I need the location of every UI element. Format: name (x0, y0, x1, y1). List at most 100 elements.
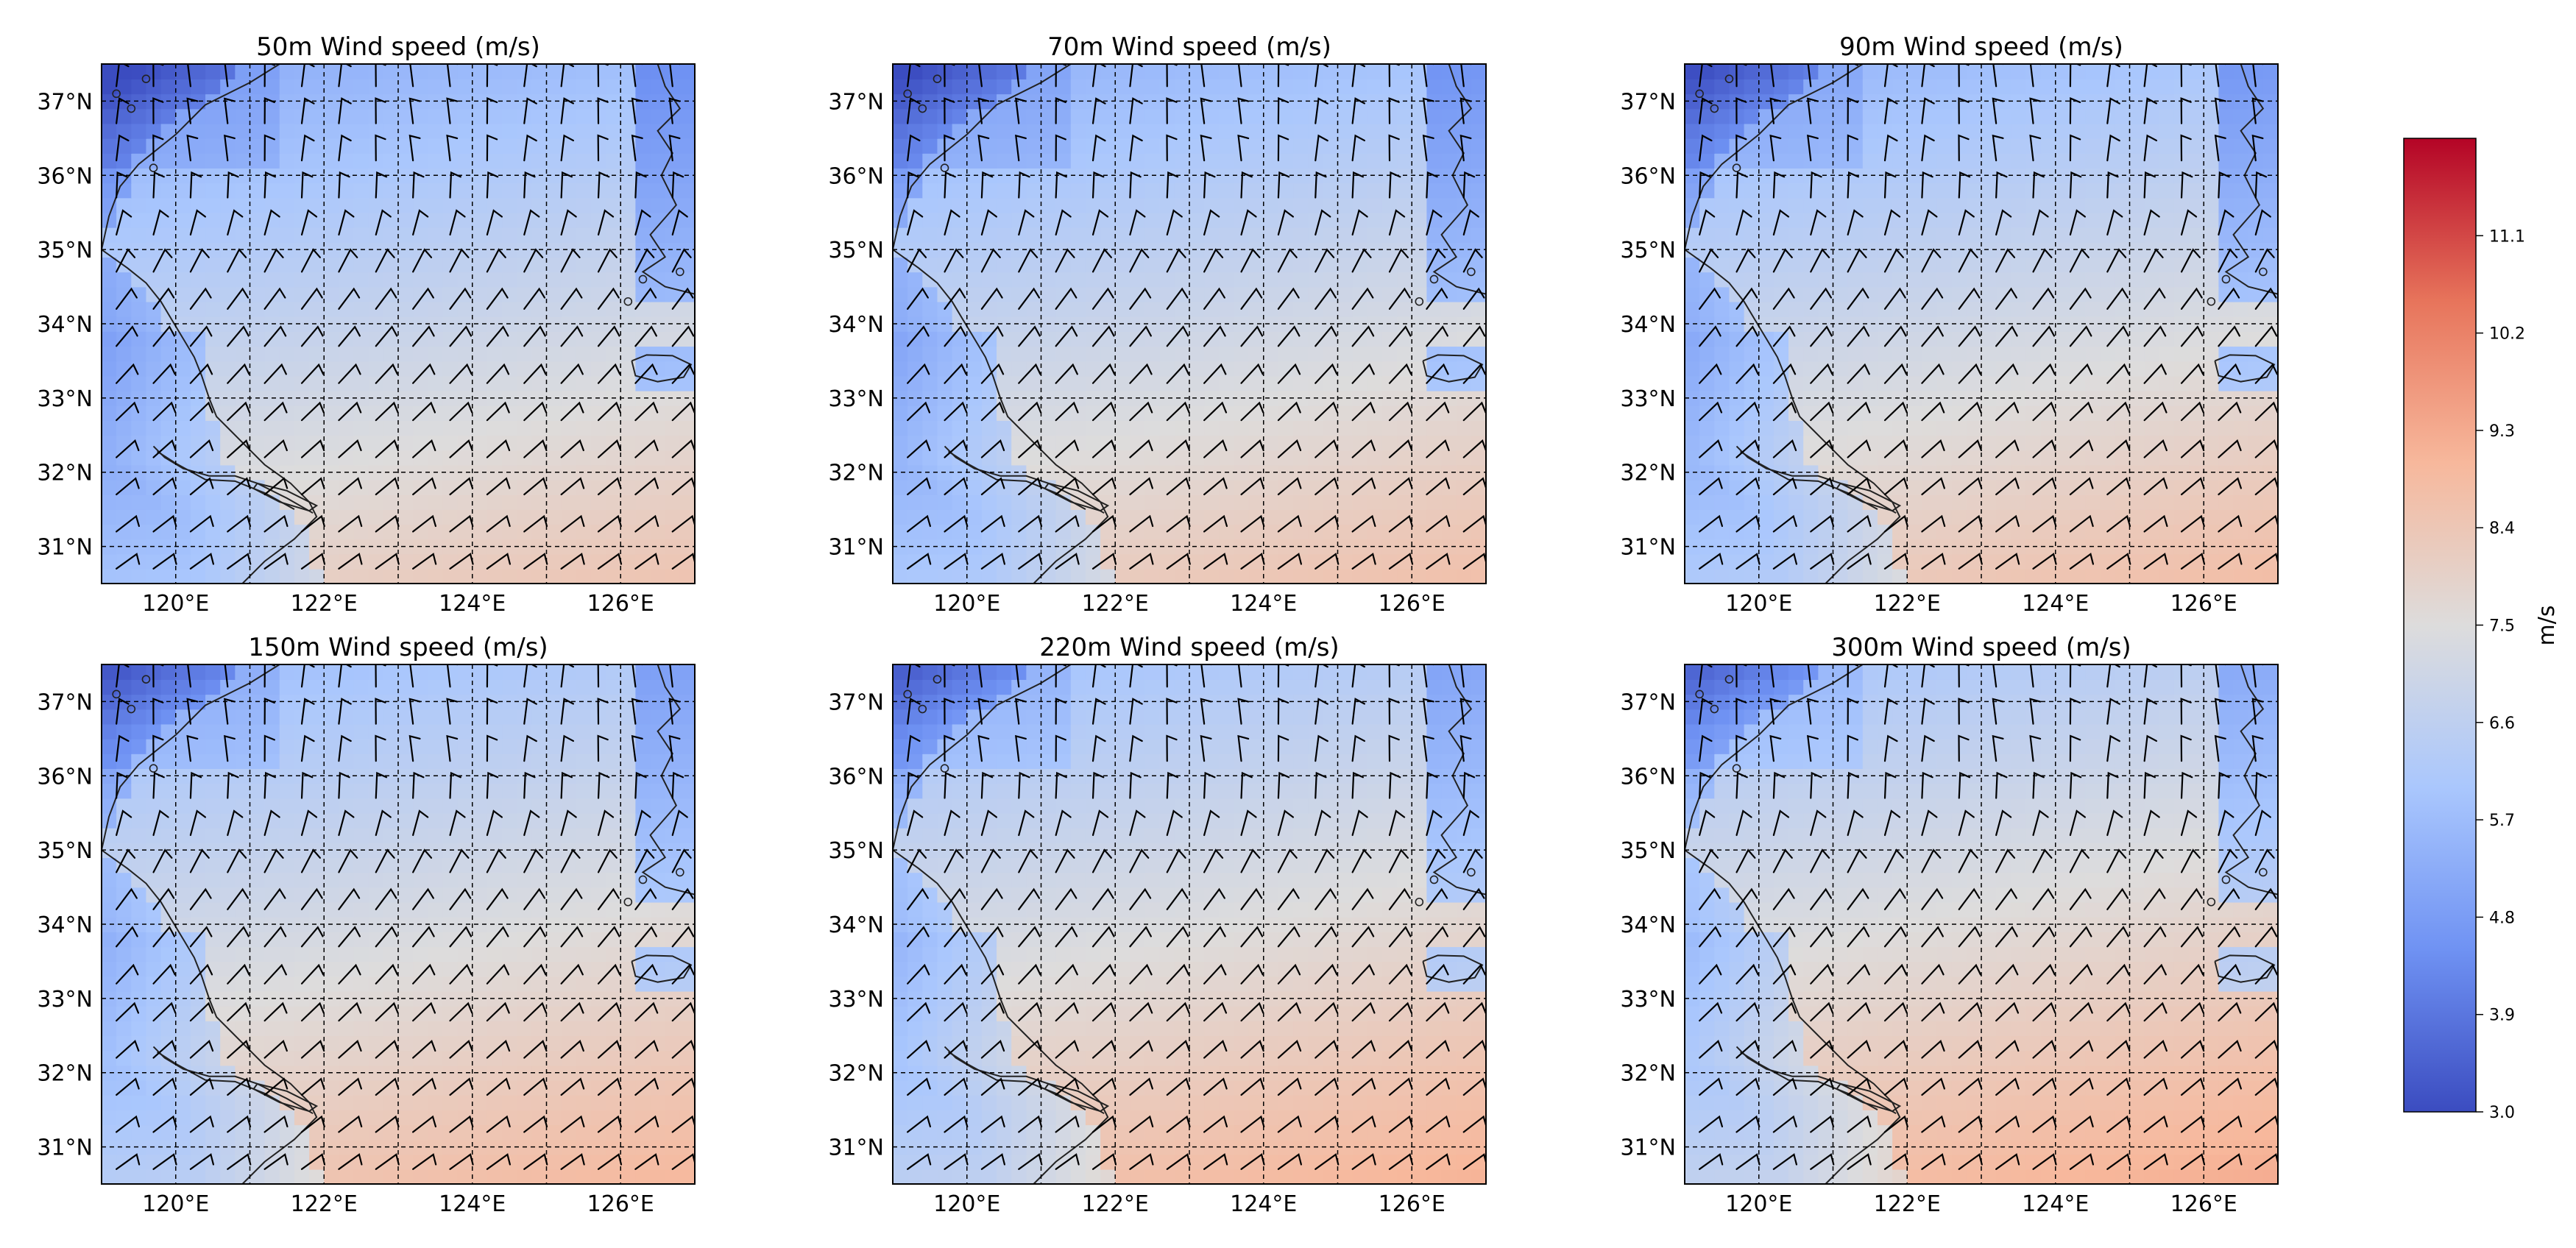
wind-speed-cell (1293, 450, 1309, 466)
wind-speed-cell (279, 375, 295, 391)
wind-speed-cell (952, 108, 968, 124)
wind-speed-cell (1159, 405, 1175, 421)
wind-speed-cell (1189, 553, 1205, 570)
wind-barb (1810, 325, 1833, 347)
wind-speed-cell (620, 375, 637, 391)
wind-speed-cell (1936, 420, 1953, 436)
wind-speed-cell (1426, 494, 1443, 510)
wind-speed-cell (131, 435, 147, 451)
wind-speed-cell (893, 375, 908, 391)
wind-speed-cell (1278, 272, 1294, 288)
wind-speed-cell (1041, 197, 1057, 213)
wind-speed-cell (635, 494, 651, 510)
wind-speed-cell (2159, 435, 2175, 451)
wind-speed-cell (1263, 153, 1279, 169)
wind-speed-cell (353, 568, 369, 584)
wind-speed-cell (2129, 153, 2145, 169)
wind-speed-cell (235, 272, 251, 288)
wind-speed-cell (1070, 286, 1086, 302)
wind-speed-cell (1070, 197, 1086, 213)
wind-speed-cell (1263, 272, 1279, 288)
wind-speed-cell (457, 153, 473, 169)
wind-barb (1847, 439, 1871, 458)
wind-speed-cell (309, 227, 325, 243)
wind-speed-cell (1397, 272, 1413, 288)
wind-speed-cell (1174, 108, 1190, 124)
wind-speed-cell (952, 64, 968, 79)
wind-speed-cell (383, 390, 399, 406)
wind-speed-cell (1055, 375, 1072, 391)
wind-speed-cell (1758, 272, 1774, 288)
wind-speed-cell (650, 464, 666, 481)
wind-speed-cell (2262, 138, 2278, 154)
wind-speed-cell (531, 553, 548, 570)
wind-speed-cell (205, 138, 221, 154)
wind-speed-cell (561, 435, 577, 451)
wind-speed-cell (635, 212, 651, 228)
wind-speed-cell (1714, 539, 1730, 555)
wind-speed-cell (2055, 227, 2071, 243)
wind-speed-cell (1070, 539, 1086, 555)
wind-speed-cell (1130, 568, 1146, 584)
wind-speed-cell (2262, 212, 2278, 228)
wind-speed-cell (531, 182, 548, 199)
wind-barb (1883, 363, 1908, 384)
wind-speed-cell (1219, 64, 1235, 79)
wind-speed-cell (1788, 524, 1804, 540)
wind-barb (1166, 134, 1178, 162)
wind-speed-cell (1352, 182, 1368, 199)
wind-speed-cell (1685, 182, 1700, 199)
wind-barb (1921, 325, 1944, 347)
wind-barb (1426, 287, 1448, 310)
wind-speed-cell (531, 257, 548, 273)
wind-speed-cell (1412, 346, 1428, 362)
wind-speed-cell (650, 168, 666, 184)
wind-speed-cell (1862, 390, 1878, 406)
wind-speed-cell (190, 123, 206, 139)
wind-speed-cell (606, 331, 622, 347)
wind-speed-cell (2218, 316, 2234, 332)
wind-speed-cell (1685, 153, 1700, 169)
wind-speed-cell (1907, 108, 1923, 124)
wind-speed-cell (398, 524, 414, 540)
wind-speed-cell (1263, 420, 1279, 436)
wind-speed-cell (1907, 420, 1923, 436)
wind-speed-cell (1248, 568, 1264, 584)
wind-speed-cell (368, 494, 384, 510)
wind-barb (412, 287, 434, 310)
wind-speed-cell (1441, 568, 1457, 584)
wind-speed-cell (1758, 286, 1774, 302)
wind-speed-cell (907, 464, 924, 481)
wind-speed-cell (952, 197, 968, 213)
wind-speed-cell (1130, 494, 1146, 510)
wind-speed-cell (1189, 464, 1205, 481)
wind-speed-cell (2204, 153, 2220, 169)
wind-speed-cell (1936, 450, 1953, 466)
wind-speed-cell (1714, 108, 1730, 124)
wind-speed-cell (1907, 138, 1923, 154)
wind-speed-cell (1234, 361, 1250, 377)
wind-speed-cell (472, 346, 488, 362)
wind-speed-cell (2218, 272, 2234, 288)
wind-barb (263, 477, 289, 496)
wind-speed-cell (576, 138, 592, 154)
wind-speed-cell (893, 79, 908, 95)
wind-speed-cell (2159, 286, 2175, 302)
wind-speed-cell (160, 361, 177, 377)
wind-speed-cell (2159, 79, 2175, 95)
wind-speed-cell (1293, 331, 1309, 347)
wind-barb (1921, 287, 1944, 310)
wind-speed-cell (2115, 509, 2131, 525)
wind-speed-cell (1847, 257, 1864, 273)
wind-speed-cell (1234, 346, 1250, 362)
wind-speed-cell (1352, 331, 1368, 347)
wind-speed-cell (531, 494, 548, 510)
wind-barb (2029, 134, 2042, 162)
wind-speed-cell (1833, 301, 1849, 317)
wind-speed-cell (1219, 435, 1235, 451)
wind-barb (1995, 248, 2016, 273)
wind-speed-cell (1441, 375, 1457, 391)
wind-speed-cell (1130, 227, 1146, 243)
wind-speed-cell (2189, 123, 2205, 139)
wind-speed-cell (907, 272, 924, 288)
